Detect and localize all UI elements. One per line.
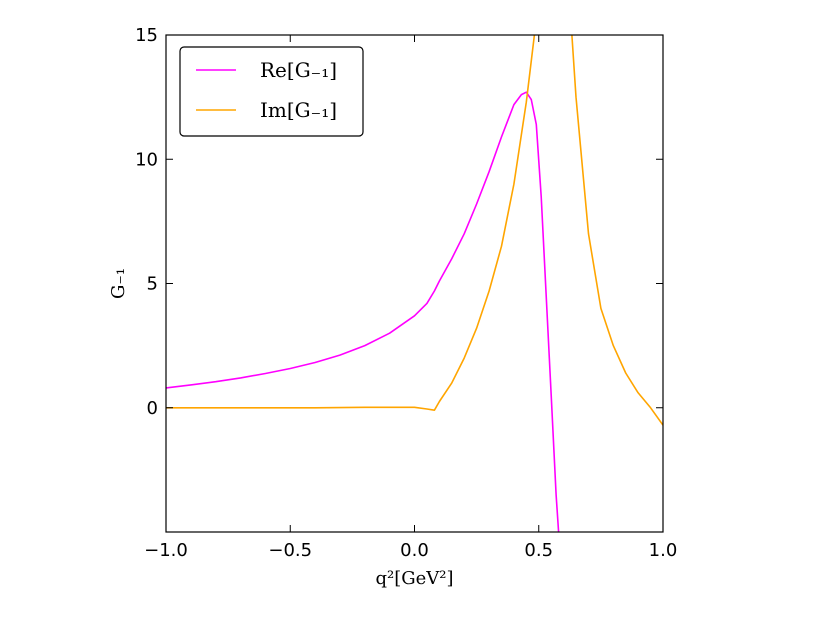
series-line-re	[166, 91, 560, 532]
x-tick-label: −0.5	[268, 540, 312, 561]
legend-label-im: Im[G₋₁]	[260, 98, 337, 122]
x-tick-label: 0.5	[524, 540, 553, 561]
legend-label-re: Re[G₋₁]	[260, 58, 337, 82]
y-tick-label: 10	[135, 149, 158, 170]
y-axis-label: G₋₁	[108, 268, 129, 299]
ticks-layer: −1.0 −0.5 0.0 0.5 1.0 0 5 10 15	[135, 25, 677, 561]
legend: Re[G₋₁] Im[G₋₁]	[179, 46, 364, 137]
x-axis-label: q²[GeV²]	[375, 568, 453, 589]
series-layer	[166, 35, 663, 532]
x-tick-label: 1.0	[649, 540, 678, 561]
x-tick-label: −1.0	[144, 540, 188, 561]
series-line-im	[166, 35, 663, 426]
y-tick-label: 0	[147, 398, 158, 419]
y-tick-label: 15	[135, 25, 158, 46]
y-tick-label: 5	[147, 274, 158, 295]
x-tick-label: 0.0	[400, 540, 429, 561]
